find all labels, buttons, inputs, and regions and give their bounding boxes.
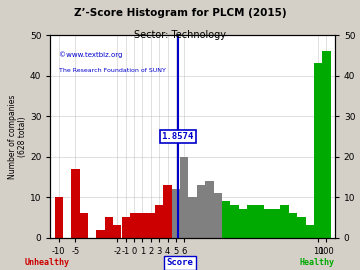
- Bar: [113, 225, 121, 238]
- Text: Z’-Score Histogram for PLCM (2015): Z’-Score Histogram for PLCM (2015): [74, 8, 286, 18]
- Bar: [306, 225, 314, 238]
- Y-axis label: Number of companies
(628 total): Number of companies (628 total): [8, 94, 27, 178]
- Bar: [71, 169, 80, 238]
- Bar: [122, 217, 130, 238]
- Bar: [289, 213, 297, 238]
- Bar: [297, 217, 306, 238]
- Bar: [222, 201, 230, 238]
- Bar: [147, 213, 155, 238]
- Bar: [180, 157, 188, 238]
- Bar: [247, 205, 255, 238]
- Text: The Research Foundation of SUNY: The Research Foundation of SUNY: [59, 68, 166, 73]
- Bar: [322, 51, 330, 238]
- Bar: [138, 213, 147, 238]
- Bar: [205, 181, 213, 238]
- Bar: [130, 213, 138, 238]
- Text: Healthy: Healthy: [299, 258, 334, 267]
- Text: Score: Score: [167, 258, 193, 267]
- Bar: [272, 209, 280, 238]
- Text: 1.8574: 1.8574: [162, 132, 194, 141]
- Bar: [197, 185, 205, 238]
- Bar: [188, 197, 197, 238]
- Bar: [105, 217, 113, 238]
- Bar: [155, 205, 163, 238]
- Bar: [213, 193, 222, 238]
- Bar: [80, 213, 88, 238]
- Bar: [163, 185, 172, 238]
- Text: Unhealthy: Unhealthy: [24, 258, 69, 267]
- Bar: [264, 209, 272, 238]
- Bar: [255, 205, 264, 238]
- Bar: [280, 205, 289, 238]
- Bar: [314, 63, 322, 238]
- Bar: [230, 205, 239, 238]
- Bar: [239, 209, 247, 238]
- Bar: [55, 197, 63, 238]
- Bar: [96, 230, 105, 238]
- Text: Sector: Technology: Sector: Technology: [134, 30, 226, 40]
- Text: ©www.textbiz.org: ©www.textbiz.org: [59, 51, 122, 58]
- Bar: [172, 189, 180, 238]
